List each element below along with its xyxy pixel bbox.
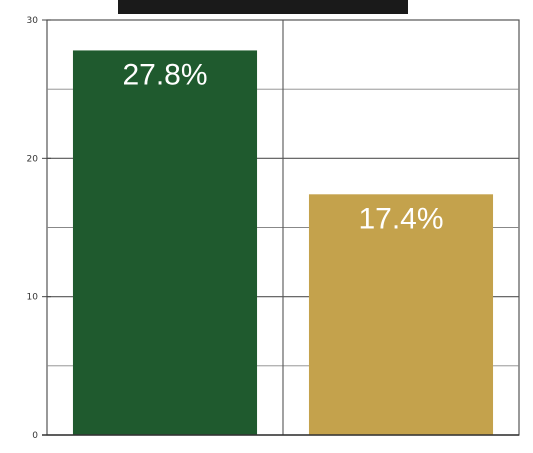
top-header-strip — [118, 0, 408, 14]
bar — [72, 50, 258, 435]
bar-value-label: 27.8% — [122, 58, 207, 91]
y-tick-label: 10 — [27, 293, 39, 303]
y-tick-label: 0 — [32, 431, 38, 441]
plot-area: 0 10 20 30 27.8% 17.4% — [27, 16, 520, 441]
y-tick-label: 30 — [27, 16, 39, 26]
y-tick-label: 20 — [27, 154, 39, 164]
bar-value-label: 17.4% — [358, 202, 443, 235]
bar — [308, 194, 494, 435]
